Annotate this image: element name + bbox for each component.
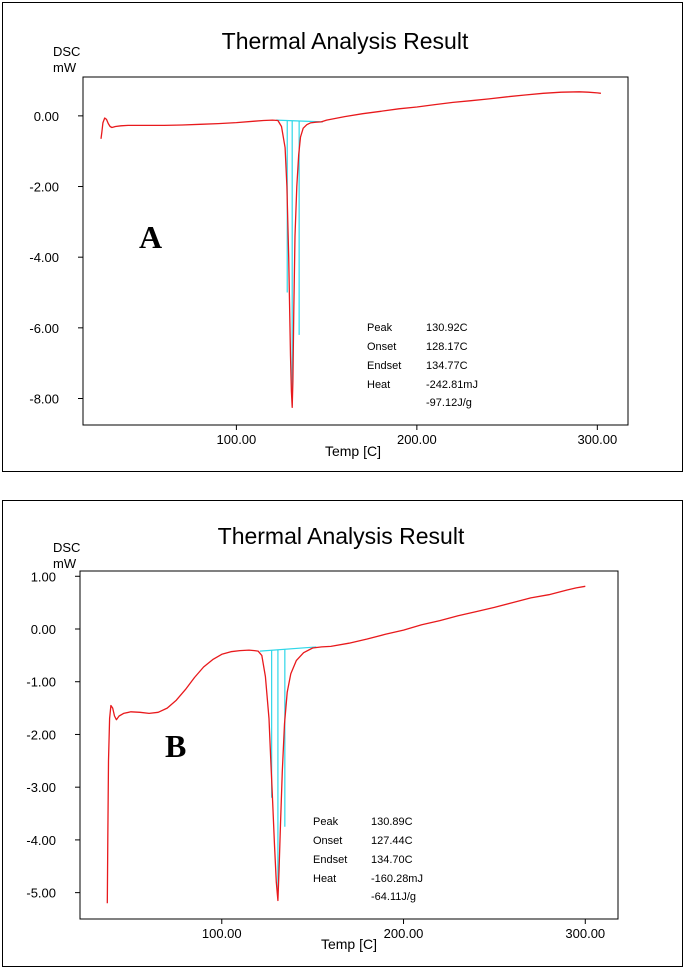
y-tick-label: -6.00 [29, 321, 59, 336]
y-tick-label: -4.00 [26, 833, 56, 848]
annotation-label: Peak [367, 322, 393, 334]
y-axis-unit: mW [53, 60, 77, 75]
x-axis-title: Temp [C] [321, 936, 377, 952]
dsc-panel-a: Thermal Analysis Result DSC mW Temp [C] … [2, 2, 683, 472]
annotation-value: 127.44C [371, 835, 413, 847]
plot-frame [79, 570, 619, 920]
y-tick-label: 0.00 [31, 622, 56, 637]
x-tick-label: 200.00 [384, 926, 424, 941]
annotation-value: -242.81mJ [426, 379, 478, 391]
y-tick-label: 0.00 [34, 109, 59, 124]
y-axis-title: DSC [53, 540, 80, 555]
chart-title: Thermal Analysis Result [218, 523, 465, 549]
x-tick-label: 200.00 [397, 432, 437, 447]
panel-letter: A [139, 219, 162, 255]
annotation-label: Onset [367, 341, 396, 353]
x-axis-title: Temp [C] [325, 443, 381, 459]
peak-annotation: Peak 130.89C Onset 127.44C Endset 134.70… [313, 816, 423, 903]
y-axis-title: DSC [53, 44, 80, 59]
y-axis-unit: mW [53, 556, 77, 571]
dsc-curve [106, 585, 586, 904]
annotation-label: Heat [313, 873, 336, 885]
dsc-curve [100, 91, 601, 408]
y-tick-label: -2.00 [26, 727, 56, 742]
annotation-value: 130.89C [371, 816, 413, 828]
annotation-label: Endset [313, 854, 347, 866]
panel-letter: B [165, 728, 186, 764]
y-tick-label: -8.00 [29, 392, 59, 407]
dsc-chart-a: Thermal Analysis Result DSC mW Temp [C] … [29, 28, 629, 459]
y-tick-label: -1.00 [26, 675, 56, 690]
x-tick-label: 100.00 [202, 926, 242, 941]
annotation-value: 130.92C [426, 322, 468, 334]
x-tick-label: 300.00 [577, 432, 617, 447]
annotation-value: -160.28mJ [371, 873, 423, 885]
y-tick-label: -5.00 [26, 886, 56, 901]
dsc-panel-b: Thermal Analysis Result DSC mW Temp [C] … [2, 500, 683, 967]
annotation-label: Endset [367, 360, 401, 372]
dsc-chart-b: Thermal Analysis Result DSC mW Temp [C] … [26, 523, 619, 952]
annotation-label: Heat [367, 379, 390, 391]
y-tick-label: 1.00 [31, 569, 56, 584]
annotation-value: 134.77C [426, 360, 468, 372]
plot-frame [82, 76, 629, 426]
annotation-label: Onset [313, 835, 342, 847]
annotation-value: -64.11J/g [371, 891, 416, 903]
annotation-value: 134.70C [371, 854, 413, 866]
baseline-line [259, 646, 317, 652]
y-tick-label: -3.00 [26, 780, 56, 795]
x-tick-label: 100.00 [217, 432, 257, 447]
annotation-value: 128.17C [426, 341, 468, 353]
x-tick-label: 300.00 [565, 926, 605, 941]
annotation-label: Peak [313, 816, 339, 828]
peak-annotation: Peak 130.92C Onset 128.17C Endset 134.77… [367, 322, 478, 409]
y-tick-label: -4.00 [29, 250, 59, 265]
annotation-value: -97.12J/g [426, 397, 472, 409]
y-tick-label: -2.00 [29, 180, 59, 195]
chart-title: Thermal Analysis Result [222, 28, 469, 54]
